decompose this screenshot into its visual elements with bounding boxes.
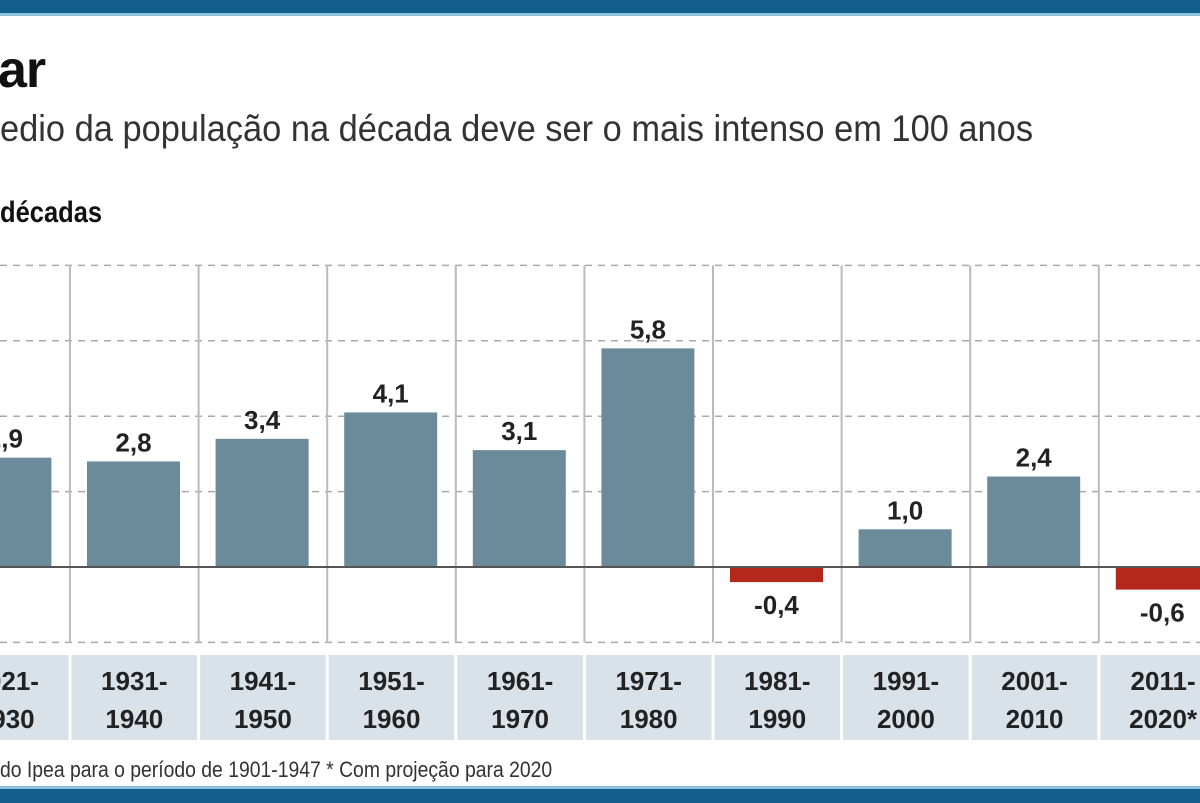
category-label: 1950: [234, 704, 292, 734]
category-label: 1930: [0, 704, 35, 734]
category-label: 1971-: [615, 666, 682, 696]
bar-2001-2010: [987, 476, 1081, 567]
bar-1961-1970: [472, 450, 566, 567]
footnote: do Ipea para o período de 1901-1947 * Co…: [0, 757, 553, 782]
bar-1941-1950: [215, 438, 309, 567]
data-label: 2,8: [115, 427, 151, 457]
data-label: 3,4: [244, 405, 281, 435]
category-label: 1970: [491, 704, 549, 734]
chart-title: ar: [0, 41, 46, 99]
data-label: 2,4: [1016, 443, 1053, 473]
chart-subtitle: edio da população na década deve ser o m…: [0, 108, 1034, 149]
category-label: 1960: [363, 704, 421, 734]
category-label: 1931-: [101, 666, 168, 696]
category-label: 1941-: [230, 666, 297, 696]
bar-1971-1980: [601, 348, 695, 567]
data-label: 2,9: [0, 424, 23, 454]
bar-2011-2020*: [1115, 567, 1200, 590]
unit-label: décadas: [0, 196, 103, 229]
data-label: -0,4: [754, 590, 799, 620]
category-label: 1921-: [0, 666, 39, 696]
data-label: 1,0: [887, 495, 923, 525]
bar-1951-1960: [344, 412, 438, 567]
category-label: 1961-: [487, 666, 554, 696]
top-frame-bar: [0, 0, 1200, 16]
category-label: 2000: [877, 704, 935, 734]
data-label: 5,8: [630, 314, 666, 344]
category-label: 2011-: [1131, 666, 1196, 696]
bar-1921-1930: [0, 457, 52, 567]
category-label: 1951-: [358, 666, 425, 696]
bar-1981-1990: [730, 567, 823, 583]
category-label: 1940: [105, 704, 163, 734]
category-label: 2001-: [1001, 666, 1068, 696]
data-label: 4,1: [373, 378, 409, 408]
bar-1991-2000: [858, 529, 952, 567]
category-label: 2020*: [1129, 704, 1198, 734]
category-label: 2010: [1006, 704, 1064, 734]
category-label: 1980: [620, 704, 678, 734]
bar-1931-1940: [87, 461, 180, 567]
category-label: 1981-: [744, 666, 811, 696]
bottom-frame-bar: [0, 786, 1200, 803]
category-label: 1990: [748, 704, 806, 734]
data-label: 3,1: [501, 416, 537, 446]
data-label: -0,6: [1140, 598, 1185, 628]
category-label: 1991-: [873, 666, 940, 696]
